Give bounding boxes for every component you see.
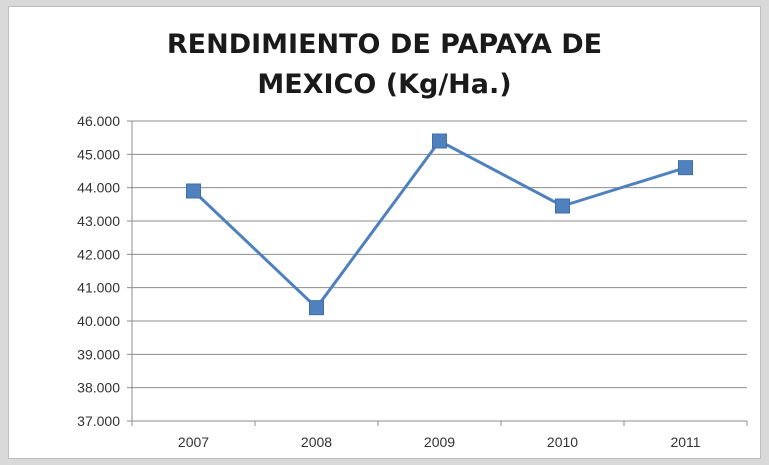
line-chart-plot: 37.000 38.000 39.000 40.000 41.000 42.000 43.0… (77, 113, 748, 450)
data-point-marker (432, 133, 447, 149)
y-tick-label: 45.000 (77, 146, 120, 162)
y-tick-label: 44.000 (77, 180, 120, 196)
chart-frame: RENDIMIENTO DE PAPAYA DE MEXICO (Kg/Ha.)… (8, 6, 761, 459)
y-tick-label: 46.000 (77, 113, 120, 129)
chart-title: RENDIMIENTO DE PAPAYA DE MEXICO (Kg/Ha.) (9, 25, 760, 105)
x-tick-label: 2007 (178, 434, 209, 450)
data-point-marker (309, 300, 324, 316)
chart-title-line-2: MEXICO (Kg/Ha.) (257, 69, 512, 100)
data-point-marker (678, 160, 693, 176)
y-tick-label: 43.000 (77, 213, 120, 229)
data-point-marker (186, 183, 201, 199)
chart-title-line-1: RENDIMIENTO DE PAPAYA DE (166, 29, 603, 60)
y-tick-label: 39.000 (77, 346, 120, 362)
y-tick-label: 38.000 (77, 380, 120, 396)
data-point-marker (555, 198, 570, 214)
y-tick-label: 42.000 (77, 246, 120, 262)
series-line (192, 139, 687, 310)
y-tick-label: 37.000 (77, 413, 120, 429)
x-tick-label: 2008 (301, 434, 332, 450)
y-tick-label: 40.000 (77, 313, 120, 329)
x-tick-label: 2010 (547, 434, 578, 450)
x-tick-label: 2011 (670, 434, 700, 450)
y-tick-label: 41.000 (77, 280, 120, 296)
x-tick-label: 2009 (424, 434, 455, 450)
